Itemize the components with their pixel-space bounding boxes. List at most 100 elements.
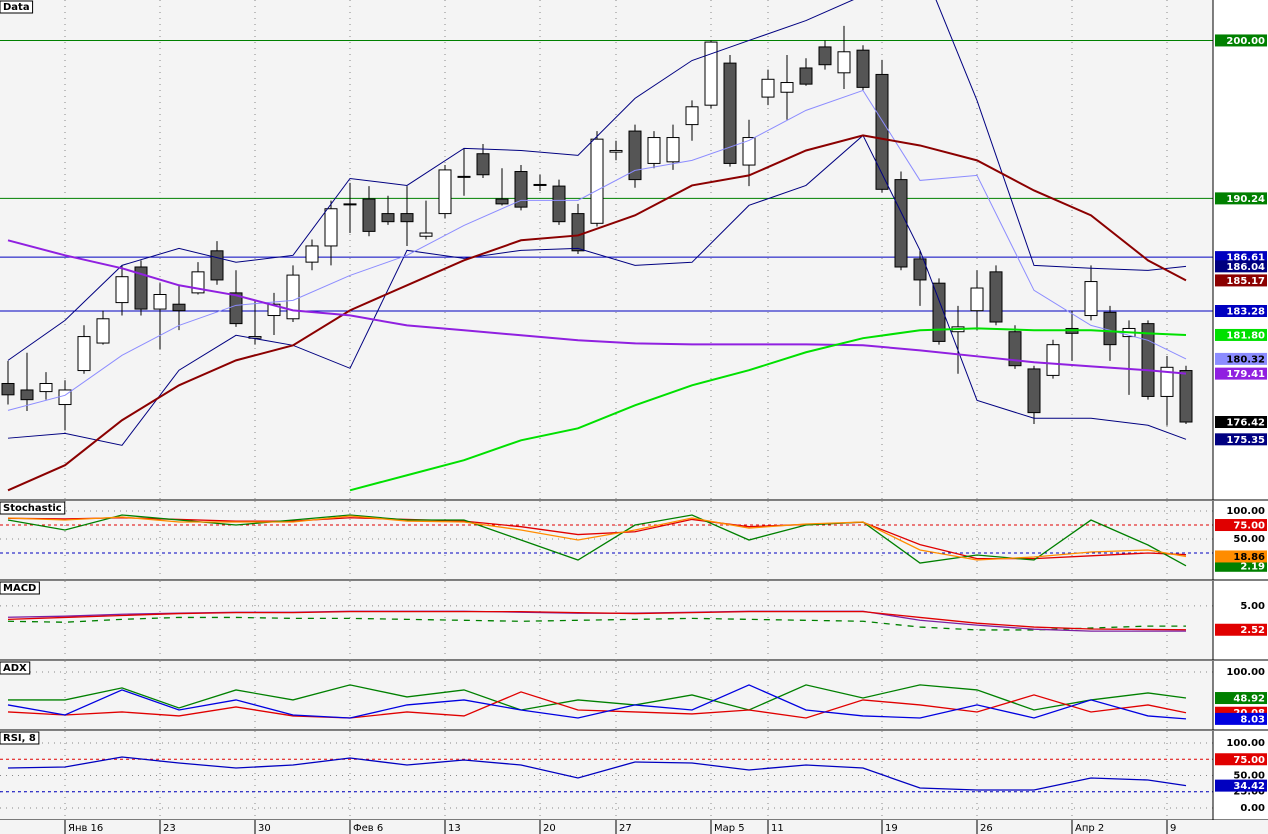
candle-body	[305, 245, 319, 263]
x-tick-label: 27	[619, 823, 632, 834]
candle-body	[704, 41, 718, 106]
candle-body	[837, 51, 851, 74]
x-tick-label: 19	[885, 823, 898, 834]
candle-body	[723, 62, 737, 164]
value-label: 186.04	[1226, 262, 1265, 273]
series-line	[7, 684, 1187, 720]
value-label: 183.28	[1226, 307, 1265, 318]
candle-body	[609, 149, 623, 153]
value-box	[1215, 779, 1267, 792]
candle-body	[229, 292, 243, 325]
value-box	[1215, 550, 1267, 563]
candle-body	[742, 137, 756, 166]
series-line	[7, 134, 1187, 446]
value-box	[1215, 305, 1267, 318]
title-box	[0, 0, 34, 14]
candle-body	[1, 382, 15, 396]
candle-body	[362, 198, 376, 232]
x-tick-label: Фев 6	[353, 823, 383, 834]
plot	[0, 0, 1213, 500]
value-box	[1215, 416, 1267, 429]
value-label: 2.52	[1240, 625, 1265, 636]
panel-title: MACD	[3, 583, 36, 594]
value-label: 180.32	[1226, 354, 1265, 365]
x-tick-label: Мар 5	[714, 823, 745, 834]
x-tick-label: 23	[163, 823, 176, 834]
value-label: 75.00	[1233, 521, 1265, 532]
plot	[0, 501, 1213, 580]
candle-body	[172, 303, 186, 312]
y-tick-label: 50.00	[1233, 534, 1265, 545]
candle-body	[799, 67, 813, 85]
x-tick-label: 30	[258, 823, 271, 834]
series-line	[7, 89, 1187, 411]
candle-body	[400, 213, 414, 223]
candle-body	[39, 382, 53, 393]
series-line	[7, 610, 1187, 631]
candle-body	[381, 213, 395, 223]
candle-body	[457, 175, 471, 178]
candle-body	[134, 266, 148, 310]
candle-body	[438, 169, 452, 215]
value-label: 18.86	[1233, 552, 1265, 563]
candle-body	[419, 232, 433, 237]
value-box	[1215, 328, 1267, 341]
y-tick-label: 100.00	[1226, 506, 1265, 517]
candle-body	[780, 82, 794, 93]
panel-title: ADX	[3, 663, 27, 674]
value-box	[1215, 274, 1267, 287]
value-box	[1215, 251, 1267, 264]
y-tick-label: 100.00	[1226, 667, 1265, 678]
value-box	[1215, 712, 1267, 725]
candle-body	[1103, 311, 1117, 346]
value-label: 75.00	[1233, 755, 1265, 766]
candle-body	[20, 389, 34, 401]
series-line	[7, 134, 1187, 492]
value-label: 179.41	[1226, 369, 1265, 380]
series-line	[7, 0, 1187, 361]
series-line	[349, 327, 1187, 492]
value-label: 186.61	[1226, 253, 1265, 264]
candle-body	[590, 138, 604, 224]
value-box	[1215, 623, 1267, 636]
x-tick-label: Янв 16	[68, 823, 103, 834]
candle-body	[324, 208, 338, 247]
value-label: 8.03	[1240, 714, 1265, 725]
candle-body	[1027, 368, 1041, 414]
panel-title: Data	[3, 2, 30, 13]
value-box	[1215, 34, 1267, 47]
candle-body	[894, 179, 908, 268]
value-label: 34.42	[1233, 781, 1265, 792]
value-label: 181.80	[1226, 330, 1265, 341]
series-line	[7, 515, 1187, 561]
candle-body	[666, 137, 680, 163]
panel-title: Stochastic	[3, 503, 62, 514]
y-tick-label: 25.00	[1233, 787, 1265, 798]
value-box	[1215, 519, 1267, 532]
panel: 5.00 2.52 MACD	[0, 581, 1268, 661]
series-line	[7, 756, 1187, 791]
value-box	[1215, 192, 1267, 205]
y-tick-label: 5.00	[1240, 601, 1265, 612]
panel-title: RSI, 8	[3, 733, 36, 744]
value-box	[1215, 367, 1267, 380]
candle-body	[875, 73, 889, 190]
candle-body	[77, 336, 91, 372]
value-label: 175.35	[1226, 435, 1265, 446]
candle-body	[1008, 331, 1022, 367]
candle-body	[932, 282, 946, 342]
candle-body	[647, 137, 661, 164]
candle-body	[913, 258, 927, 281]
plot-area	[0, 581, 1213, 660]
plot	[0, 661, 1213, 730]
candle-body	[1141, 323, 1155, 397]
value-box	[1215, 433, 1267, 446]
candle-body	[343, 203, 357, 206]
value-label: 185.17	[1226, 276, 1265, 287]
plot	[0, 581, 1213, 660]
title-box	[0, 581, 40, 595]
value-box	[1215, 559, 1267, 572]
